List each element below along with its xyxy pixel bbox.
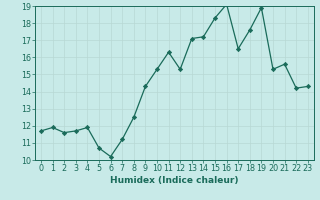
X-axis label: Humidex (Indice chaleur): Humidex (Indice chaleur)	[110, 176, 239, 185]
